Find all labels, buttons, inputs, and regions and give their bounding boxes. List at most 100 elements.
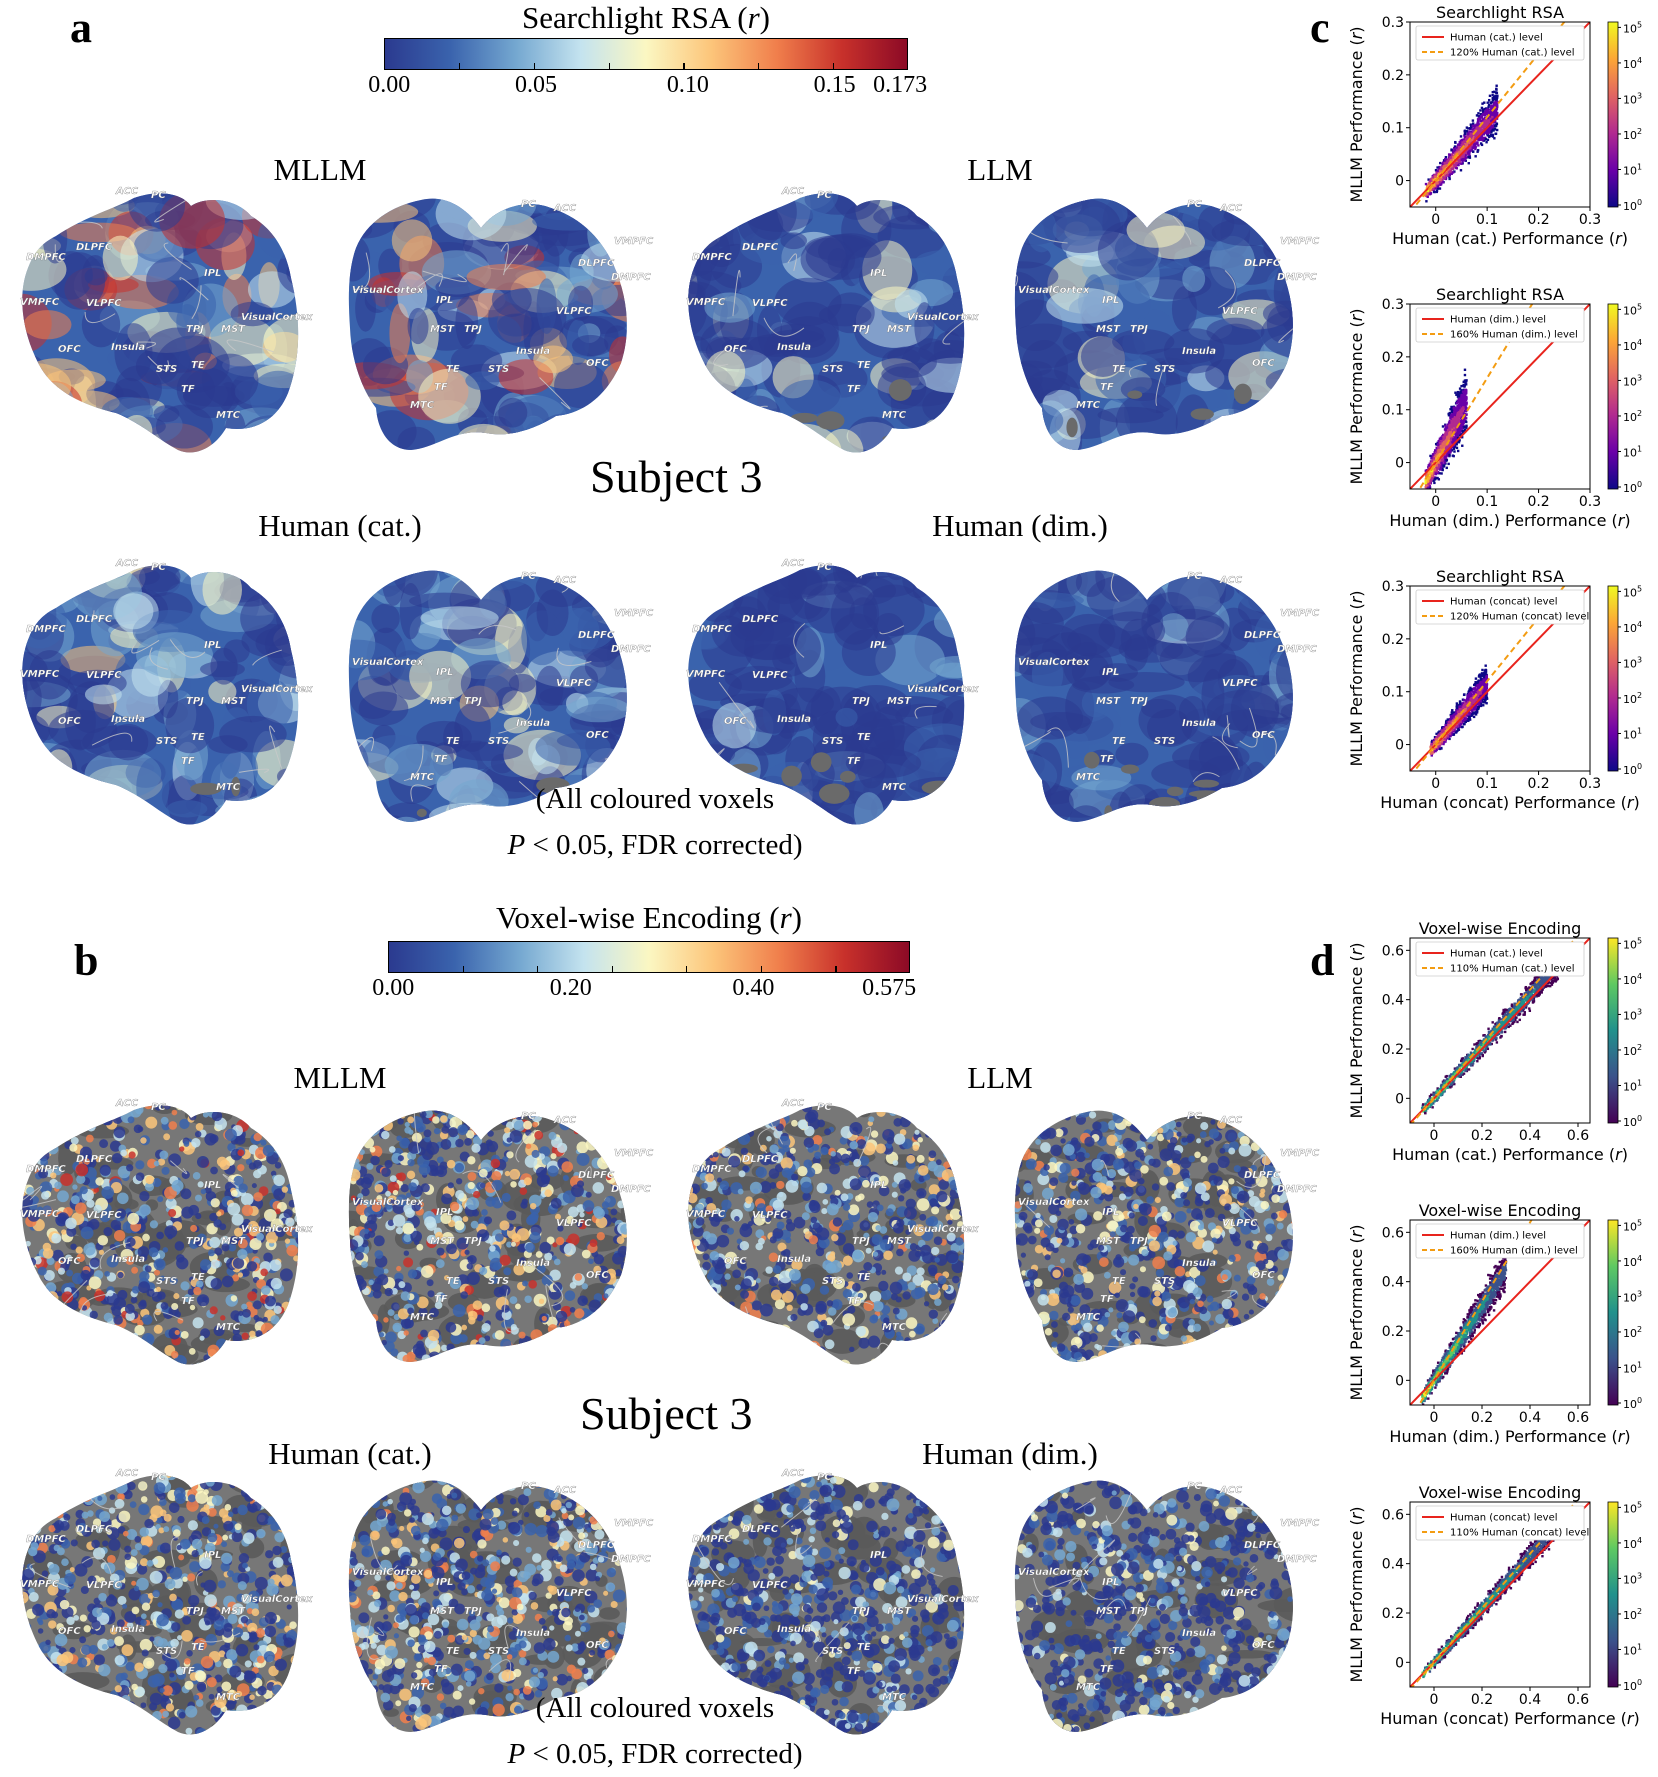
voxel	[100, 1350, 111, 1361]
voxel	[140, 1300, 147, 1307]
voxel	[912, 1144, 919, 1151]
voxel	[959, 1210, 965, 1216]
sulcus-patch	[577, 1331, 594, 1354]
voxel	[687, 1130, 693, 1136]
activation-blob	[672, 709, 702, 739]
activation-blob	[1263, 301, 1309, 327]
voxel	[689, 1344, 698, 1353]
voxel	[756, 1278, 761, 1283]
voxel	[1118, 1355, 1125, 1362]
voxel	[295, 1290, 304, 1299]
voxel	[843, 1256, 853, 1266]
voxel	[569, 1331, 581, 1343]
voxel	[349, 1109, 362, 1122]
activation-blob	[113, 593, 153, 629]
roi-label: IPL	[204, 1180, 221, 1191]
voxel	[436, 1259, 445, 1268]
voxel	[943, 1148, 953, 1158]
voxel	[24, 1132, 35, 1143]
voxel	[789, 1269, 801, 1281]
voxel	[962, 1289, 973, 1300]
masked-region	[1104, 805, 1112, 819]
voxel	[210, 1167, 218, 1175]
voxel	[30, 1325, 40, 1335]
voxel	[434, 1128, 440, 1134]
activation-blob	[932, 191, 1000, 219]
activation-blob	[286, 257, 325, 288]
voxel	[1248, 1125, 1259, 1136]
voxel	[260, 1140, 266, 1146]
roi-label: TF	[181, 384, 195, 395]
voxel	[358, 1336, 366, 1344]
voxel	[87, 1221, 92, 1226]
voxel	[167, 1234, 172, 1239]
sulcus-patch	[935, 1329, 952, 1344]
voxel	[62, 1351, 70, 1359]
voxel	[103, 1116, 112, 1125]
voxel	[701, 1183, 708, 1190]
voxel	[290, 1162, 297, 1169]
voxel	[1257, 1121, 1269, 1133]
voxel	[389, 1363, 400, 1368]
sulcus-patch	[446, 1099, 463, 1116]
voxel	[1152, 1360, 1163, 1368]
voxel	[1200, 1156, 1207, 1163]
voxel	[489, 1245, 495, 1251]
sulcus-patch	[932, 1098, 980, 1125]
roi-outline	[477, 178, 520, 189]
masked-region	[1149, 797, 1180, 812]
voxel	[227, 1340, 232, 1345]
voxel	[931, 1247, 939, 1255]
masked-region	[729, 764, 758, 774]
voxel	[1147, 1144, 1153, 1150]
voxel	[1237, 1366, 1244, 1368]
voxel	[719, 1135, 725, 1141]
roi-label: TF	[1100, 754, 1114, 765]
roi-label: ACC	[781, 186, 805, 197]
voxel	[801, 1340, 812, 1351]
voxel	[587, 1329, 593, 1335]
voxel	[711, 1114, 719, 1122]
voxel	[386, 1360, 394, 1368]
voxel	[356, 1122, 365, 1131]
roi-label: MTC	[1076, 772, 1101, 783]
voxel	[60, 1114, 68, 1122]
voxel	[348, 1169, 360, 1181]
activation-blob	[64, 810, 125, 828]
voxel	[811, 1364, 818, 1368]
voxel	[628, 1105, 640, 1117]
voxel	[733, 1354, 742, 1363]
voxel	[101, 1186, 114, 1199]
activation-blob	[330, 389, 369, 423]
voxel	[576, 1359, 586, 1368]
roi-label: VLPFC	[752, 1210, 788, 1221]
voxel	[571, 1342, 582, 1353]
roi-label: VMPFC	[614, 608, 654, 619]
voxel	[140, 1137, 146, 1143]
voxel	[1090, 1358, 1101, 1368]
roi-label: TPJ	[852, 696, 870, 707]
roi-label: DLPFC	[76, 1154, 113, 1165]
activation-blob	[277, 768, 298, 784]
voxel	[820, 1320, 827, 1327]
voxel	[222, 1360, 233, 1368]
activation-blob	[931, 803, 956, 828]
voxel	[482, 1323, 491, 1332]
voxel	[1234, 1275, 1241, 1282]
roi-label: DLPFC	[578, 258, 615, 269]
voxel	[556, 1332, 566, 1342]
voxel	[896, 1296, 902, 1302]
voxel	[408, 1269, 417, 1278]
sulcus-patch	[13, 1148, 33, 1161]
activation-blob	[1175, 803, 1227, 822]
voxel	[455, 1220, 465, 1230]
voxel	[934, 1257, 939, 1262]
voxel	[1219, 1148, 1225, 1154]
activation-blob	[982, 435, 1048, 456]
masked-region	[1167, 787, 1183, 797]
voxel	[1183, 1199, 1190, 1206]
roi-label: VMPFC	[1280, 236, 1320, 247]
voxel	[831, 1234, 838, 1241]
voxel	[896, 1340, 907, 1351]
